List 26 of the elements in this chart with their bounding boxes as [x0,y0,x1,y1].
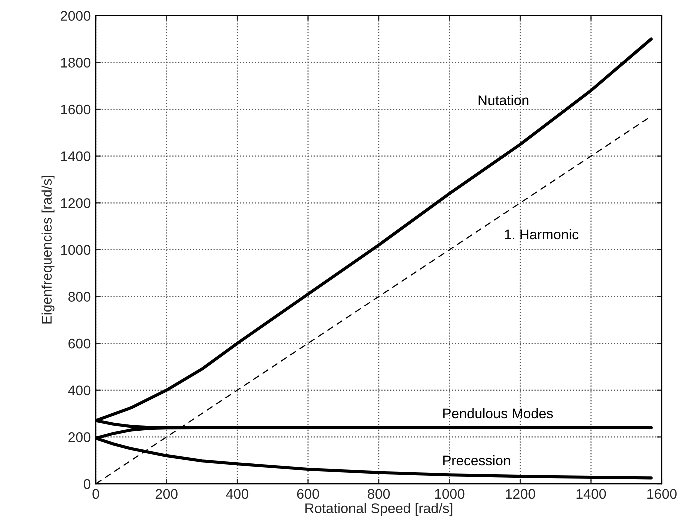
x-tick-label: 200 [156,489,178,500]
y-tick-label: 0 [84,479,91,490]
y-tick-label: 1800 [61,58,91,68]
x-tick-label: 800 [368,489,390,500]
y-tick-label: 600 [68,338,91,349]
y-tick-label: 2000 [60,11,91,22]
x-tick-label: 0 [92,489,100,500]
x-axis-title: Rotational Speed [rad/s] [306,503,453,516]
x-tick-label: 1200 [506,489,536,500]
series-label: Pendulous Modes [444,408,554,419]
y-tick-label: 1400 [61,152,91,162]
x-tick-label: 1400 [576,489,606,500]
series-label: Nutation [478,95,529,106]
x-tick-label: 600 [297,489,320,500]
y-tick-label: 1000 [61,245,91,256]
y-tick-label: 800 [68,292,91,302]
x-tick-label: 400 [226,489,249,500]
x-tick-label: 1600 [648,489,677,500]
y-tick-label: 1600 [61,104,91,115]
series-label: 1. Harmonic [505,229,579,240]
y-axis-title: Eigenfrequencies [rad/s] [42,176,55,324]
y-tick-label: 200 [68,432,91,442]
x-tick-label: 1000 [435,489,465,500]
y-tick-label: 400 [68,386,91,396]
y-tick-label: 1200 [61,198,91,208]
series-label: Precession [444,455,510,466]
